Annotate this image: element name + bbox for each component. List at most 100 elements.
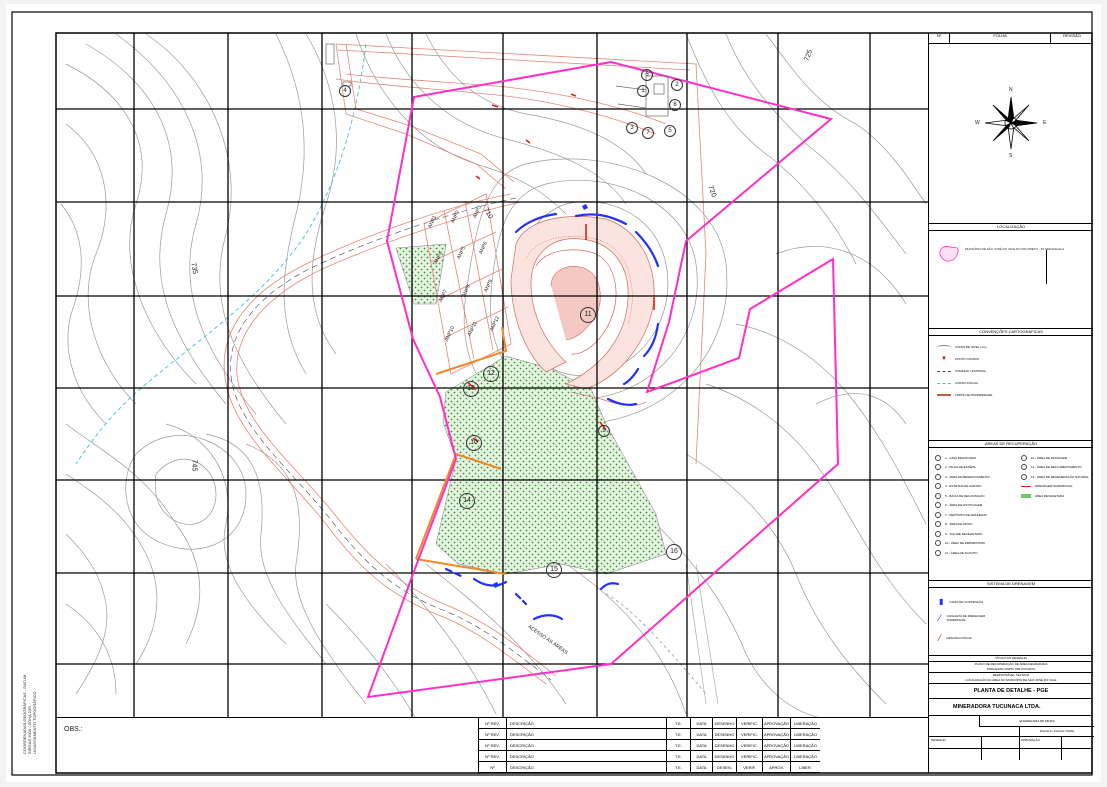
area-number-marker: 6 (641, 69, 653, 81)
property-limit-icon (937, 394, 951, 396)
recovery-item: 1 - CAVA DESATIVADA (935, 453, 1015, 463)
revision-cell: T.E. (666, 729, 690, 740)
road-centerline (230, 197, 552, 681)
stream-line (75, 43, 367, 465)
recovery-symbol-icon (935, 464, 941, 471)
revision-cell: T.E. (666, 762, 690, 773)
convention-item: CAMINHO / ESTRADA (937, 365, 992, 377)
convention-label: PONTO COTADO (955, 357, 980, 361)
contour-lines (60, 33, 927, 717)
recovery-item: 8 - ÁREA DE APOIO (935, 520, 1015, 530)
recovery-symbol-icon (935, 492, 941, 499)
title-label: TÍTULO DO DESENHO (929, 656, 1093, 662)
revision-cell: DESCRIÇÃO (506, 718, 666, 729)
recovery-item: 6 - ÁREA DE ESTOCAGEM (935, 501, 1015, 511)
recovery-item: 5 - BACIA DE DECANTAÇÃO (935, 491, 1015, 501)
revegetated-area-icon (1021, 493, 1031, 498)
revision-cell: VERIFIC. (736, 740, 762, 751)
recovery-symbol-icon (935, 521, 941, 528)
road-symbol-icon (937, 370, 951, 372)
property-boundary (366, 60, 840, 699)
revision-cell: VERIFIC. (736, 718, 762, 729)
recovery-item: 7 - DEPÓSITO DE MATERIAIS (935, 510, 1015, 520)
revision-cell: DATA (690, 762, 712, 773)
convention-item: CURVA DE NÍVEL (1m) (937, 341, 992, 353)
recovery-item: 4 - ESTRADA DE ACESSO (935, 482, 1015, 492)
area-number-marker: 4 (339, 85, 351, 97)
recovery-item: DRENAGEM SUPERFICIAL (1021, 482, 1091, 492)
drainage-item: ⁄ CANALETA DE DRENAGEM SUPERFICIAL (939, 613, 987, 623)
side-note-line: LEVANTAMENTO TOPOGRÁFICO (32, 691, 37, 754)
conventions-list: CURVA DE NÍVEL (1m) ▼ PONTO COTADO CAMINH… (937, 341, 992, 401)
area-number-marker: 1 (637, 85, 649, 97)
area-number-marker: 9 (598, 425, 610, 437)
recovery-symbol-icon (1021, 473, 1027, 480)
area-number-marker: 3 (626, 122, 638, 134)
area-number-marker: 11 (580, 307, 596, 323)
intervention-limit (415, 326, 508, 575)
revision-cell: LIBERAÇÃO (790, 751, 820, 762)
recovery-label: 2 - PILHA DE ESTÉRIL (945, 465, 977, 470)
area-number-marker: 7 (642, 127, 654, 139)
revision-cell: VERIF. (736, 762, 762, 773)
revision-cell: DATA (690, 718, 712, 729)
revision-cell: APROVAÇÃO (762, 718, 790, 729)
area-number-marker: 2 (671, 79, 683, 91)
recovery-label: DRENAGEM SUPERFICIAL (1035, 484, 1073, 489)
revision-cell: VERIFIC. (736, 729, 762, 740)
sheet-header: Nº FOLHA REVISÃO (929, 33, 1093, 44)
lot-grid (423, 193, 512, 375)
drawing-title: PLANTA DE DETALHE - PGE (929, 684, 1093, 699)
recovery-symbol-icon (935, 540, 941, 547)
site-plan-drawing (11, 11, 1093, 776)
title-line: PROCESSO DNPM: 890.XXX/20XX (929, 667, 1093, 673)
recovery-label: 9 - TALUDE REVEGETADO (945, 531, 983, 536)
revision-cell: DATA (690, 751, 712, 762)
revision-cell: T.E. (666, 740, 690, 751)
west-letter: W (975, 120, 980, 126)
header-cell: FOLHA (950, 33, 1051, 43)
convention-label: CURVA DE NÍVEL (1m) (955, 345, 987, 349)
recovery-item: 14 - ÁREA DE REGENERAÇÃO NATURAL (1021, 472, 1091, 482)
revision-cell: DESENHO (712, 729, 736, 740)
revision-cell: APROVAÇÃO (762, 751, 790, 762)
area-number-marker: 12 (483, 366, 499, 382)
obs-box: OBS.: (56, 717, 479, 774)
drainage-item: ▮ CAIXA DE CONTENÇÃO (939, 597, 983, 606)
drainage-label: DESCIDA D'ÁGUA (946, 636, 972, 640)
side-note: COORDENADAS GEOGRÁFICAS - DATUM SIRGAS 2… (22, 664, 37, 764)
contour-symbol-icon (937, 344, 951, 350)
revision-cell: Nº REV. (478, 718, 506, 729)
spot-height-icon: ▼ (941, 356, 947, 362)
recovery-symbol-icon (935, 549, 941, 556)
water-descent-icon: ⁄ (939, 633, 941, 643)
convention-item: LIMITE DE PROPRIEDADE (937, 389, 992, 401)
containment-boxes (493, 204, 588, 588)
conventions-section: CONVENÇÕES CARTOGRÁFICAS CURVA DE NÍVEL … (929, 328, 1093, 441)
revision-cell: DESCRIÇÃO (506, 762, 666, 773)
recovery-item: 10 - ÁREA DE EMPRÉSTIMO (935, 539, 1015, 549)
recovery-item: 11 - ÁREA DE PLANTIO (935, 548, 1015, 558)
contour-label: 745 (190, 459, 198, 472)
header-cell: REVISÃO (1063, 33, 1081, 38)
containment-box-icon: ▮ (939, 597, 944, 606)
section-title: CONVENÇÕES CARTOGRÁFICAS (929, 329, 1093, 336)
recovery-label: 10 - ÁREA DE EMPRÉSTIMO (945, 541, 986, 546)
title-grid: ENGENHARIA DE MINAS ESCALA / FOLHA / DAT… (929, 716, 1094, 770)
drainage-section: SISTEMA DE DRENAGEM ▮ CAIXA DE CONTENÇÃO … (929, 580, 1093, 656)
revision-cell: DESEN. (712, 762, 736, 773)
recovery-list-left: 1 - CAVA DESATIVADA 2 - PILHA DE ESTÉRIL 3… (935, 453, 1015, 558)
revision-cell: Nº REV. (478, 740, 506, 751)
revision-table: Nº REV. DESCRIÇÃO T.E. DATA DESENHO VERIFIC. A… (478, 717, 928, 774)
access-road (223, 43, 707, 685)
east-letter: E (1043, 120, 1047, 126)
drainage-line-icon (1021, 485, 1031, 487)
recovery-symbol-icon (935, 473, 941, 480)
north-letter: N (1009, 87, 1013, 93)
title-line: LOCALIZAÇÃO DA ÁREA NO MUNICÍPIO DE SÃO … (929, 678, 1093, 684)
recovery-symbol-icon (935, 530, 941, 537)
convention-label: CURSO D'ÁGUA (955, 381, 978, 385)
recovery-label: 14 - ÁREA DE REGENERAÇÃO NATURAL (1031, 474, 1089, 479)
obs-label: OBS.: (64, 726, 83, 733)
area-number-marker: 14 (459, 493, 475, 509)
